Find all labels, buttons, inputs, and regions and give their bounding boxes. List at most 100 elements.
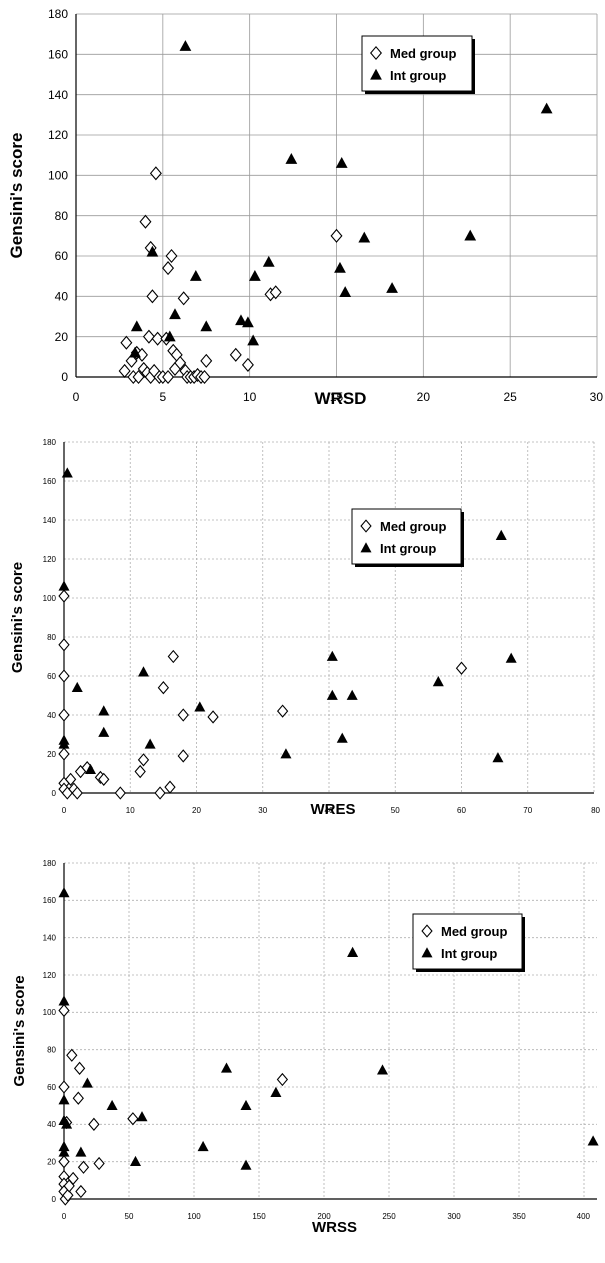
- data-point-int: [144, 738, 156, 749]
- legend-box: [351, 508, 462, 565]
- data-point-int: [505, 652, 517, 663]
- data-point-int: [200, 320, 213, 332]
- data-point-int: [130, 320, 143, 332]
- legend-label: Med group: [441, 924, 507, 939]
- x-tick-label: 400: [577, 1212, 591, 1221]
- data-point-med: [136, 347, 148, 362]
- y-tick-label: 120: [43, 555, 57, 564]
- x-tick-label: 25: [503, 390, 517, 404]
- data-point-med: [162, 369, 175, 385]
- legend-label: Med group: [390, 46, 456, 61]
- x-tick-label: 200: [317, 1212, 331, 1221]
- x-axis-title: WRES: [311, 801, 356, 818]
- chart-wrss-svg: 0 20 40 60 80 100 120 140 160 180 0 50 100 150 200 250 3…: [11, 859, 599, 1236]
- data-point-med: [177, 708, 189, 722]
- data-point-med: [276, 704, 289, 718]
- data-point-int: [339, 286, 352, 297]
- x-tick-label: 50: [125, 1212, 134, 1221]
- y-tick-label: 180: [43, 859, 57, 868]
- data-point-int: [58, 887, 70, 898]
- chart-wrsd: 0 20 40 60 80 100 120 140 160 180 0 5 10 15 20 25 30 WRSD…: [0, 0, 605, 410]
- legend-marker-int: [370, 68, 382, 80]
- grid: [75, 13, 598, 378]
- data-point-int: [58, 580, 70, 591]
- data-point-int: [335, 157, 348, 168]
- data-point-int: [285, 153, 298, 164]
- data-point-med: [198, 369, 211, 385]
- data-point-int: [58, 738, 70, 749]
- data-point-int: [240, 1099, 252, 1111]
- y-tick-label: 140: [43, 933, 57, 942]
- x-tick-label: 40: [325, 806, 334, 815]
- x-axis-title: WRSD: [315, 389, 367, 408]
- data-point-int: [464, 229, 477, 241]
- data-point-med: [88, 1117, 100, 1131]
- data-point-med: [137, 753, 150, 767]
- data-point-med: [229, 347, 242, 362]
- y-axis-title: Gensini's score: [11, 975, 28, 1086]
- x-tick-label: 300: [447, 1212, 461, 1221]
- y-tick-label: 100: [43, 594, 57, 603]
- data-point-med: [455, 661, 468, 675]
- x-tick-label: 15: [330, 390, 344, 404]
- y-tick-label: 60: [47, 672, 56, 681]
- data-point-med: [58, 1155, 70, 1169]
- legend: Med group Int group: [361, 35, 475, 94]
- x-tick-label: 10: [126, 806, 135, 815]
- data-point-med: [139, 214, 152, 229]
- chart-wres-svg: 0 20 40 60 80 100 120 140 160 180 0 10 20 30 40 50 60 70 8…: [9, 438, 601, 818]
- data-point-med: [174, 355, 187, 370]
- data-point-med: [269, 285, 282, 300]
- data-point-med: [157, 681, 170, 695]
- y-tick-label: 60: [55, 249, 69, 263]
- chart-wrss: 0 20 40 60 80 100 120 140 160 180 0 50 100 150 200 250 3…: [0, 848, 605, 1258]
- data-point-int: [358, 231, 371, 243]
- x-tick-label: 30: [258, 806, 267, 815]
- data-point-int: [194, 701, 206, 712]
- y-tick-label: 0: [61, 370, 68, 384]
- chart-wres: 0 20 40 60 80 100 120 140 160 180 0 10 20 30 40 50 60 70 8…: [0, 425, 605, 825]
- x-tick-label: 0: [62, 1212, 67, 1221]
- x-tick-label: 0: [73, 390, 80, 404]
- data-point-med: [241, 357, 254, 372]
- data-point-med: [276, 1072, 289, 1087]
- data-point-med: [58, 1080, 70, 1094]
- data-point-med: [165, 248, 178, 264]
- data-point-int: [376, 1064, 389, 1075]
- data-point-int: [129, 346, 141, 358]
- y-tick-label: 120: [48, 128, 68, 142]
- data-point-int: [326, 689, 338, 700]
- data-point-med: [151, 331, 164, 346]
- data-point-med: [120, 335, 133, 350]
- data-point-med: [167, 649, 179, 664]
- data-point-int: [137, 666, 150, 677]
- legend-box: [361, 35, 473, 92]
- data-point-med: [58, 708, 70, 722]
- y-tick-label: 160: [48, 48, 68, 62]
- chart-wrsd-svg: 0 20 40 60 80 100 120 140 160 180 0 5 10 15 20 25 30 WRSD…: [7, 7, 604, 408]
- x-axis-title: WRSS: [312, 1219, 357, 1236]
- data-point-med: [114, 786, 126, 800]
- series-int-group: [58, 887, 599, 1170]
- x-tick-label: 30: [590, 390, 604, 404]
- data-point-int: [386, 282, 398, 293]
- data-point-med: [58, 669, 70, 683]
- data-point-int: [242, 316, 254, 328]
- data-point-int: [587, 1135, 599, 1146]
- data-point-int: [169, 308, 181, 320]
- series-med-group: [58, 1003, 289, 1206]
- x-tick-label: 20: [417, 390, 431, 404]
- y-tick-label: 80: [47, 1045, 56, 1054]
- data-point-med: [58, 747, 70, 761]
- data-point-med: [72, 1091, 84, 1105]
- data-point-int: [61, 467, 73, 478]
- series-int-group: [58, 467, 517, 774]
- data-point-int: [334, 261, 346, 273]
- data-point-int: [98, 726, 110, 737]
- data-point-int: [495, 529, 507, 540]
- data-point-med: [75, 1184, 87, 1199]
- data-point-int: [146, 245, 159, 257]
- data-point-int: [136, 1111, 148, 1122]
- data-point-int: [326, 650, 338, 661]
- data-point-int: [248, 269, 261, 281]
